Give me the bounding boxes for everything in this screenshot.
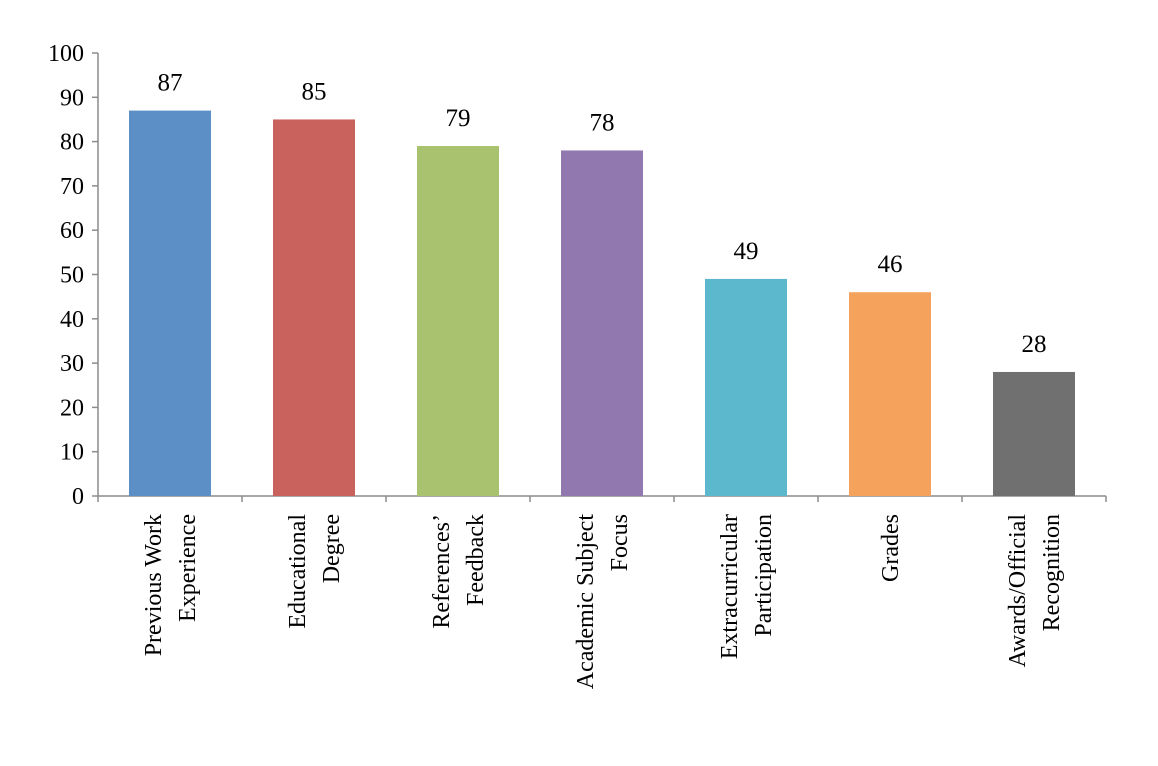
category-label: Academic Subject Focus	[573, 514, 633, 690]
category-labels: Previous Work Experience Educational Degree…	[141, 514, 1065, 690]
category-label: Awards/Official Recognition	[1005, 514, 1065, 668]
category-label-line: Degree	[319, 514, 345, 583]
y-tick-label: 60	[60, 218, 84, 244]
data-label: 49	[734, 238, 759, 265]
category-label-line: Focus	[607, 514, 633, 571]
category-label-line: Feedback	[463, 514, 489, 606]
data-label: 87	[158, 70, 183, 97]
category-label: Educational Degree	[285, 514, 345, 629]
y-tick-label: 70	[60, 174, 84, 200]
category-label-line: Experience	[175, 514, 201, 622]
x-axis	[97, 495, 1107, 502]
bars	[129, 110, 1075, 496]
category-label-line: Previous Work	[141, 514, 167, 656]
y-tick-label: 0	[72, 484, 84, 510]
data-labels: 87 85 79 78 49 46 28	[158, 70, 1047, 358]
data-label: 78	[590, 109, 615, 136]
category-label-line: Awards/Official	[1005, 514, 1031, 668]
category-label: Extracurricular Participation	[717, 514, 777, 659]
y-tick-label: 40	[60, 307, 84, 333]
data-label: 46	[878, 251, 903, 278]
bar	[705, 278, 787, 496]
category-label-line: Grades	[878, 514, 904, 582]
category-label-line: References’	[429, 514, 455, 629]
y-tick-label: 100	[48, 41, 84, 67]
category-label-line: Participation	[751, 514, 777, 637]
category-label-line: Extracurricular	[717, 514, 743, 659]
category-label-line: Academic Subject	[573, 514, 599, 690]
data-label: 85	[302, 78, 327, 105]
y-tick-label: 90	[60, 85, 84, 111]
bar	[849, 292, 931, 496]
y-tick-label: 30	[60, 351, 84, 377]
data-label: 79	[446, 105, 471, 132]
y-tick-label: 10	[60, 440, 84, 466]
bar	[273, 119, 355, 496]
category-label-line: Recognition	[1039, 514, 1065, 631]
y-tick-label: 50	[60, 263, 84, 289]
bar	[417, 146, 499, 496]
category-label: Previous Work Experience	[141, 514, 201, 656]
bar	[129, 110, 211, 496]
category-label: References’ Feedback	[429, 514, 489, 629]
bar	[561, 150, 643, 496]
y-tick-label: 80	[60, 130, 84, 156]
y-axis: 0 10 20 30 40 50 60 70 80 90 100	[48, 41, 99, 510]
bar	[993, 371, 1075, 496]
y-tick-label: 20	[60, 395, 84, 421]
category-label-line: Educational	[285, 514, 311, 629]
category-label: Grades	[878, 514, 904, 582]
data-label: 28	[1022, 331, 1047, 358]
